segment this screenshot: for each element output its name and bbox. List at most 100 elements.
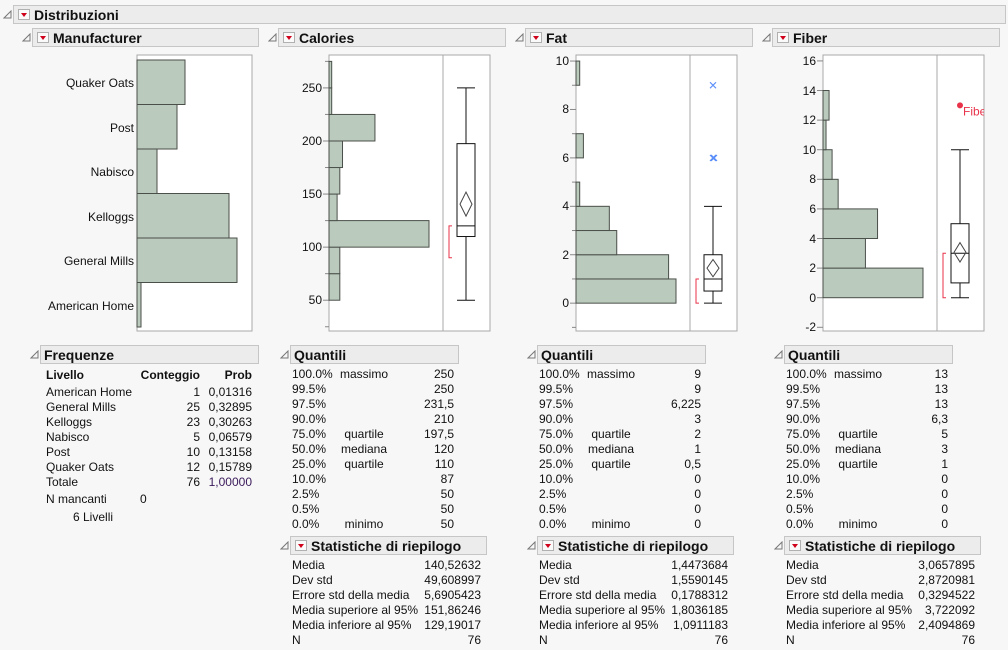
histogram-bar (328, 140, 344, 169)
freq-level: Nabisco (46, 430, 90, 444)
freq-count: 23 (186, 415, 200, 429)
quantile-label: mediana (834, 442, 882, 456)
summary-label: Media inferiore al 95% (786, 618, 906, 632)
y-tick-label: 2 (562, 247, 569, 262)
shortest-half-bracket (695, 278, 699, 304)
summary-label: N (539, 633, 548, 647)
quantile-percent: 50.0% (292, 442, 327, 456)
quantile-percent: 25.0% (539, 457, 574, 471)
histogram-bar (822, 178, 839, 210)
red-triangle-menu-icon[interactable] (789, 540, 801, 551)
quantile-value: 250 (433, 382, 454, 396)
summary-value: 5,6905423 (424, 588, 481, 602)
section-title: Statistiche di riepilogo (311, 538, 462, 554)
histogram-bar (575, 254, 670, 280)
histogram-bar (822, 149, 833, 180)
outlier-marker[interactable] (710, 154, 718, 162)
outlier-point[interactable] (957, 102, 963, 109)
quantile-value: 2 (694, 427, 701, 441)
quantile-label: massimo (833, 367, 882, 381)
histogram-bar (328, 246, 341, 275)
y-tick-label: 16 (802, 53, 816, 68)
red-triangle-menu-icon[interactable] (18, 9, 30, 20)
quantile-percent: 0.5% (292, 502, 320, 516)
fat-plot (570, 54, 738, 332)
outlier-marker[interactable] (709, 154, 717, 162)
histogram-bar (328, 273, 341, 301)
quantile-value: 0 (694, 472, 701, 486)
mean-diamond (706, 258, 720, 278)
y-tick-label: 50 (308, 293, 322, 308)
disclosure-triangle-icon[interactable] (527, 350, 536, 359)
summary-label: Media (539, 558, 572, 572)
category-label: Post (109, 120, 134, 135)
y-tick-label: 12 (802, 113, 816, 128)
quantile-percent: 90.0% (786, 412, 821, 426)
quantile-percent: 10.0% (786, 472, 821, 486)
disclosure-triangle-icon[interactable] (774, 350, 783, 359)
y-tick-label: 0 (562, 296, 569, 311)
histogram-bar (575, 60, 581, 86)
histogram-bar (822, 208, 879, 240)
quantile-value: 0,5 (684, 457, 701, 471)
freq-level: American Home (46, 385, 133, 399)
histogram-bar (328, 220, 430, 248)
y-tick-label: 100 (301, 240, 322, 255)
quantile-value: 0 (941, 472, 948, 486)
section-title: Statistiche di riepilogo (558, 538, 709, 554)
histogram-bar (328, 60, 333, 89)
quantile-percent: 99.5% (539, 382, 574, 396)
quantile-value: 13 (934, 397, 948, 411)
disclosure-triangle-icon[interactable] (280, 541, 289, 550)
quantile-percent: 0.0% (539, 517, 567, 531)
disclosure-triangle-icon[interactable] (515, 33, 524, 42)
disclosure-triangle-icon[interactable] (280, 350, 289, 359)
category-label: Kelloggs (87, 209, 134, 224)
histogram-bar (822, 267, 924, 299)
summary-label: Media (786, 558, 819, 572)
summary-value: 1,8036185 (671, 603, 728, 617)
red-triangle-menu-icon[interactable] (530, 32, 542, 43)
outlier-marker[interactable] (709, 81, 717, 89)
quantiles-header: Quantili (784, 345, 953, 364)
disclosure-triangle-icon[interactable] (268, 33, 277, 42)
quantile-label: minimo (591, 517, 631, 531)
red-triangle-menu-icon[interactable] (542, 540, 554, 551)
freq-prob: 1,00000 (208, 475, 252, 489)
y-tick-label: 150 (301, 187, 322, 202)
histogram-bar (575, 205, 610, 232)
histogram-bar (328, 113, 376, 142)
bar-quaker-oats (136, 59, 186, 105)
section-title: Frequenze (44, 347, 115, 363)
red-triangle-menu-icon[interactable] (37, 32, 49, 43)
summary-value: 2,8720981 (918, 573, 975, 587)
quartile-box (703, 254, 723, 292)
summary-value: 3,722092 (924, 603, 975, 617)
quantile-label: minimo (838, 517, 878, 531)
disclosure-triangle-icon[interactable] (527, 541, 536, 550)
summary-value: 1,5590145 (671, 573, 728, 587)
quantile-label: minimo (344, 517, 384, 531)
quantile-label: quartile (838, 457, 878, 471)
red-triangle-menu-icon[interactable] (777, 32, 789, 43)
y-tick-label: 2 (809, 261, 816, 276)
missing-label: N mancanti (46, 492, 107, 506)
red-triangle-menu-icon[interactable] (295, 540, 307, 551)
calories-plot (323, 54, 491, 332)
disclosure-triangle-icon[interactable] (3, 10, 12, 19)
summary-label: N (292, 633, 301, 647)
quantile-value: 1 (694, 442, 701, 456)
disclosure-triangle-icon[interactable] (22, 33, 31, 42)
disclosure-triangle-icon[interactable] (30, 350, 39, 359)
summary-value: 3,0657895 (918, 558, 975, 572)
y-tick-label: 14 (802, 83, 816, 98)
disclosure-triangle-icon[interactable] (774, 541, 783, 550)
histogram-bar (822, 119, 827, 151)
summary-label: Dev std (292, 573, 333, 587)
red-triangle-menu-icon[interactable] (283, 32, 295, 43)
disclosure-triangle-icon[interactable] (762, 33, 771, 42)
col-header-count: Conteggio (140, 368, 200, 382)
quantile-value: 9 (694, 382, 701, 396)
mean-diamond (953, 241, 967, 263)
y-tick-label: 200 (301, 133, 322, 148)
